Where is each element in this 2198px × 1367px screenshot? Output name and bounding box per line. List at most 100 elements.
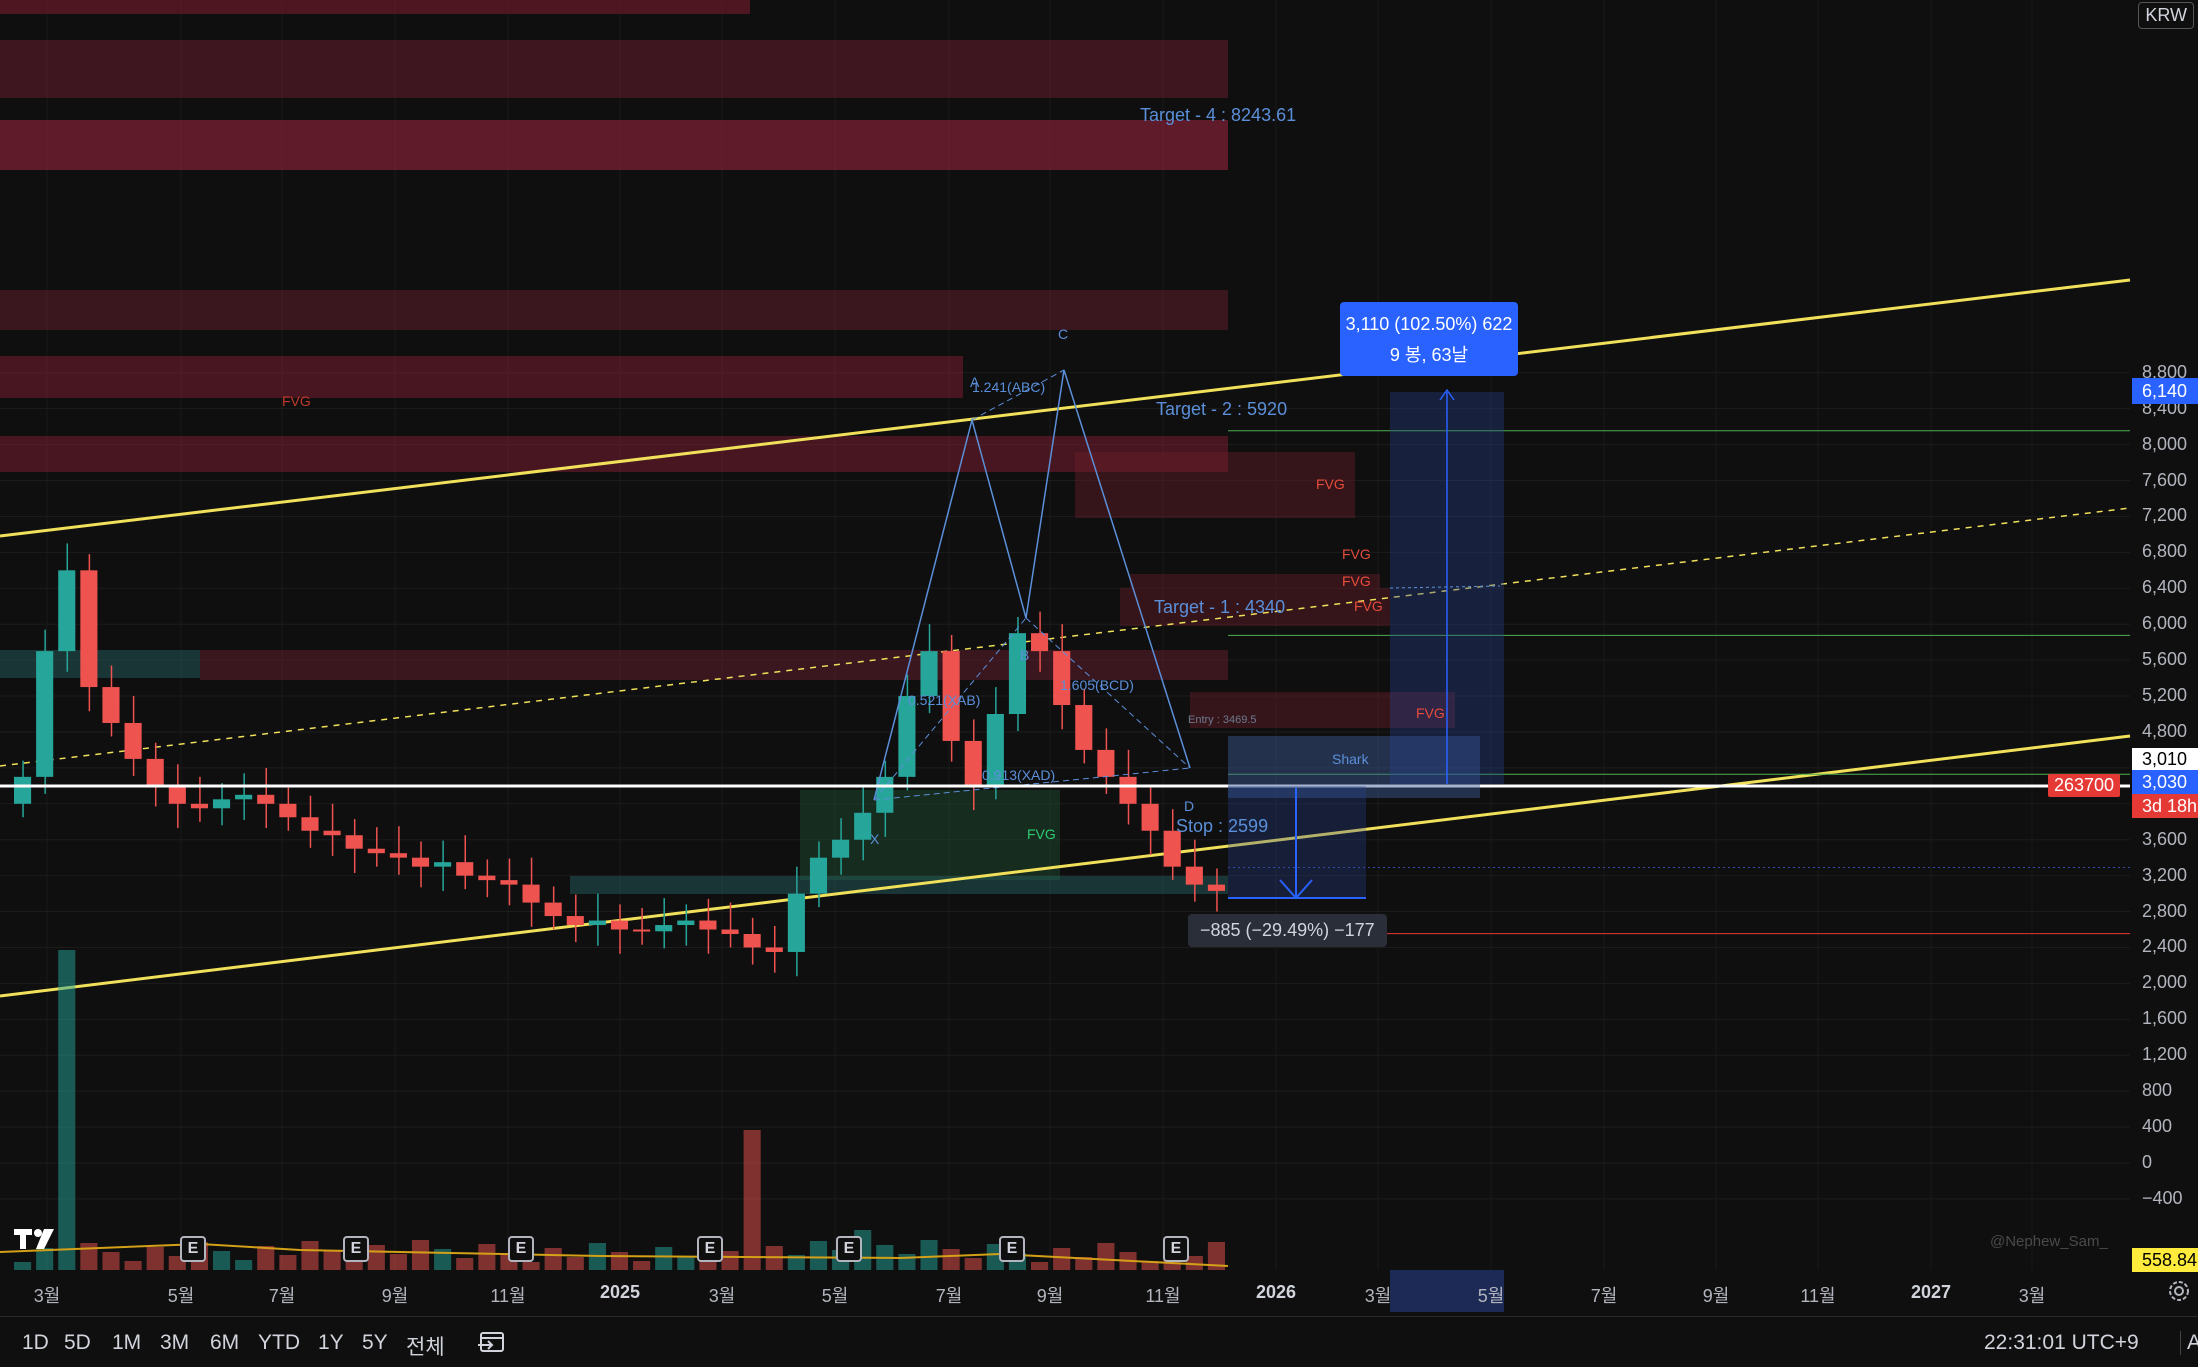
candle-body — [456, 862, 474, 876]
volume-bar — [964, 1258, 982, 1270]
candle-body — [1207, 884, 1225, 891]
volume-bar — [655, 1247, 673, 1270]
candle-body — [1141, 803, 1159, 831]
timeframe-button-6M[interactable]: 6M — [210, 1331, 240, 1354]
candle-body — [323, 830, 341, 836]
settings-gear-icon[interactable] — [2166, 1278, 2192, 1304]
price-axis[interactable]: 8,800 8,400 8,000 7,600 7,200 6,800 6,400 6,000… — [2132, 0, 2198, 1280]
bottom-toolbar: 1D 5D 1M 3M 6M YTD 1Y 5Y 전체 22:31:01 UTC+9 AD — [0, 1316, 2198, 1367]
pattern-xd — [873, 767, 1191, 801]
volume-bar — [301, 1241, 319, 1270]
earnings-marker[interactable]: E — [508, 1236, 534, 1262]
timeframe-button-1D[interactable]: 1D — [22, 1331, 49, 1354]
volume-bar — [14, 1262, 32, 1270]
pattern-bd — [1025, 617, 1191, 769]
volume-bar — [544, 1248, 562, 1270]
volume-bar — [389, 1254, 407, 1270]
fvg-label-1: FVG — [282, 393, 311, 409]
volume-bar — [58, 950, 76, 1270]
timeframe-button-5D[interactable]: 5D — [64, 1331, 91, 1354]
tradingview-logo-icon[interactable] — [14, 1226, 62, 1259]
candle-body — [411, 857, 430, 867]
loss-box[interactable]: −885 (−29.49%) −177 — [1188, 914, 1387, 947]
volume-bar — [367, 1245, 385, 1270]
candle-body — [765, 947, 783, 952]
currency-badge[interactable]: KRW — [2138, 2, 2194, 29]
time-tick-label: 3월 — [708, 1286, 736, 1306]
earnings-marker[interactable]: E — [836, 1236, 862, 1262]
volume-bar — [124, 1261, 142, 1270]
candle-body — [146, 758, 164, 786]
time-tick-label: 5월 — [167, 1286, 195, 1306]
time-tick-label: 5월 — [1477, 1286, 1505, 1306]
candle-body — [124, 722, 142, 759]
price-tick-label: 1,600 — [2142, 1008, 2188, 1029]
fvg-label-2: FVG — [1316, 476, 1345, 492]
time-tick-label: 5월 — [821, 1286, 849, 1306]
time-tick-label: 11월 — [1800, 1286, 1836, 1306]
timeframe-button-5Y[interactable]: 5Y — [362, 1331, 388, 1354]
timeframe-button-3M[interactable]: 3M — [160, 1331, 190, 1354]
current-price-tag: 3,030 — [2132, 770, 2198, 794]
volume-bar — [257, 1246, 275, 1270]
earnings-marker[interactable]: E — [343, 1236, 369, 1262]
point-a-label: A — [970, 374, 980, 390]
candle-body — [898, 696, 916, 777]
price-tick-label: 6,800 — [2142, 541, 2188, 562]
time-range-highlight — [1390, 1270, 1504, 1312]
volume-bar — [898, 1254, 916, 1270]
time-tick-label: 2027 — [1910, 1282, 1952, 1302]
earnings-marker[interactable]: E — [180, 1236, 206, 1262]
abc-ratio-label: 1.241(ABC) — [972, 379, 1046, 395]
channel-upper-line — [0, 278, 2131, 538]
volume-bar — [721, 1251, 739, 1270]
candle-body — [389, 853, 407, 858]
candle-body — [1008, 633, 1027, 714]
target-levels — [0, 430, 2130, 935]
candle-body — [522, 884, 540, 903]
zone-rect — [0, 290, 1228, 330]
candle-body — [301, 817, 319, 831]
volume-bar — [345, 1259, 363, 1270]
candle-body — [367, 848, 385, 854]
volume-bar — [212, 1251, 231, 1270]
volume-bar — [434, 1249, 452, 1270]
earnings-marker[interactable]: E — [1163, 1236, 1189, 1262]
time-tick-label: 7월 — [935, 1286, 963, 1306]
stop-label: Stop : 2599 — [1176, 816, 1269, 836]
earnings-marker[interactable]: E — [999, 1236, 1025, 1262]
volume-bar — [323, 1250, 341, 1270]
target1-label: Target - 1 : 4340 — [1154, 597, 1286, 617]
point-c-label: C — [1058, 326, 1069, 342]
timeframe-button-전체[interactable]: 전체 — [406, 1336, 445, 1359]
timeframe-button-1M[interactable]: 1M — [112, 1331, 142, 1354]
clock-display[interactable]: 22:31:01 UTC+9 — [1984, 1331, 2139, 1354]
gain-line1: 3,110 (102.50%) 622 — [1345, 314, 1513, 334]
gain-line2: 9 봉, 63날 — [1389, 345, 1469, 365]
date-range-icon[interactable] — [478, 1329, 508, 1355]
fvg-label-3: FVG — [1342, 546, 1371, 562]
shark-entry-box — [1228, 736, 1480, 798]
volume-bar — [36, 1248, 54, 1270]
timeframe-button-1Y[interactable]: 1Y — [318, 1331, 344, 1354]
gain-box[interactable]: 3,110 (102.50%) 622 9 봉, 63날 — [1340, 302, 1518, 376]
price-tick-label: 0 — [2142, 1152, 2153, 1172]
watermark: @Nephew_Sam_ — [1990, 1233, 2108, 1250]
price-tick-label: 3,200 — [2142, 864, 2188, 885]
adjust-toggle[interactable]: AD — [2180, 1331, 2198, 1355]
candle-body — [1185, 866, 1203, 885]
price-tick-label: 1,200 — [2142, 1044, 2188, 1065]
candle-body — [964, 740, 982, 786]
zone-rect — [0, 356, 963, 398]
candle-body — [942, 651, 960, 741]
volume-bar — [522, 1262, 540, 1270]
time-tick-label: 3월 — [2018, 1286, 2046, 1306]
shark-label: Shark — [1332, 751, 1369, 767]
earnings-marker[interactable]: E — [697, 1236, 723, 1262]
timeframe-button-YTD[interactable]: YTD — [258, 1331, 300, 1354]
volume-bar — [478, 1244, 496, 1270]
price-tick-label: 8,800 — [2142, 361, 2188, 382]
time-tick-label: 11월 — [1145, 1286, 1181, 1306]
candle-body — [212, 799, 231, 809]
